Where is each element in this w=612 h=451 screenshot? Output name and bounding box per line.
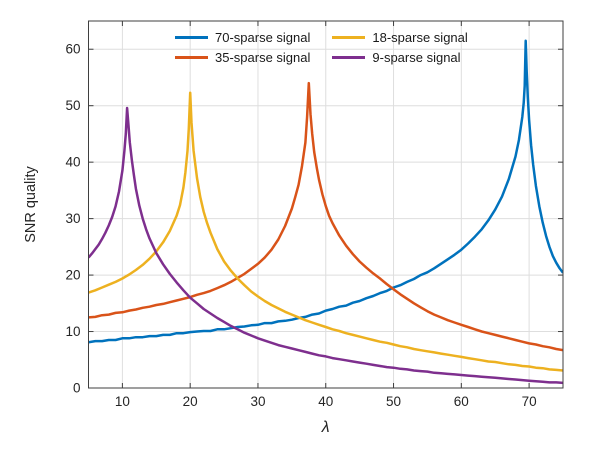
grid-layer: [88, 21, 563, 388]
y-tick-label: 50: [65, 98, 80, 113]
y-tick-label: 30: [65, 211, 80, 226]
legend-entry: 35-sparse signal: [175, 49, 310, 66]
legend-swatch-line: [332, 56, 366, 59]
legend-entry: 9-sparse signal: [332, 49, 467, 66]
x-tick-label: 10: [115, 394, 130, 409]
tick-label-layer: 10 20 30 40 50 60 70 0 10 20 30 40 50 60: [65, 42, 536, 409]
legend-swatch-line: [175, 36, 208, 39]
y-axis-label: SNR quality: [23, 165, 39, 242]
series-line-70-sparse-signal: [88, 39, 563, 344]
y-tick-label: 0: [73, 381, 81, 396]
y-tick-label: 10: [65, 324, 80, 339]
x-tick-label: 50: [386, 394, 401, 409]
x-tick-label: 20: [183, 394, 198, 409]
x-tick-label: 60: [454, 394, 469, 409]
legend-label: 9-sparse signal: [372, 50, 461, 65]
x-tick-label: 40: [318, 394, 333, 409]
legend-entry: 18-sparse signal: [332, 29, 468, 46]
legend-label: 18-sparse signal: [372, 30, 468, 45]
series-line-18-sparse-signal: [88, 91, 563, 372]
y-tick-label: 40: [65, 155, 80, 170]
y-tick-label: 60: [65, 42, 80, 57]
x-tick-label: 70: [522, 394, 537, 409]
series-line-9-sparse-signal: [88, 106, 563, 385]
x-tick-label: 30: [250, 394, 265, 409]
legend-swatch-line: [175, 56, 208, 59]
series-layer: [88, 39, 563, 385]
x-axis-label: λ: [321, 419, 330, 436]
legend-entry: 70-sparse signal: [175, 29, 310, 46]
axes-layer: [88, 20, 564, 389]
legend-swatch-line: [332, 36, 366, 39]
legend-label: 70-sparse signal: [215, 30, 311, 45]
legend-label: 35-sparse signal: [215, 50, 311, 65]
legend: 70-sparse signal 18-sparse signal 35-spars…: [175, 29, 468, 66]
series-line-35-sparse-signal: [88, 81, 563, 352]
y-tick-label: 20: [65, 268, 80, 283]
